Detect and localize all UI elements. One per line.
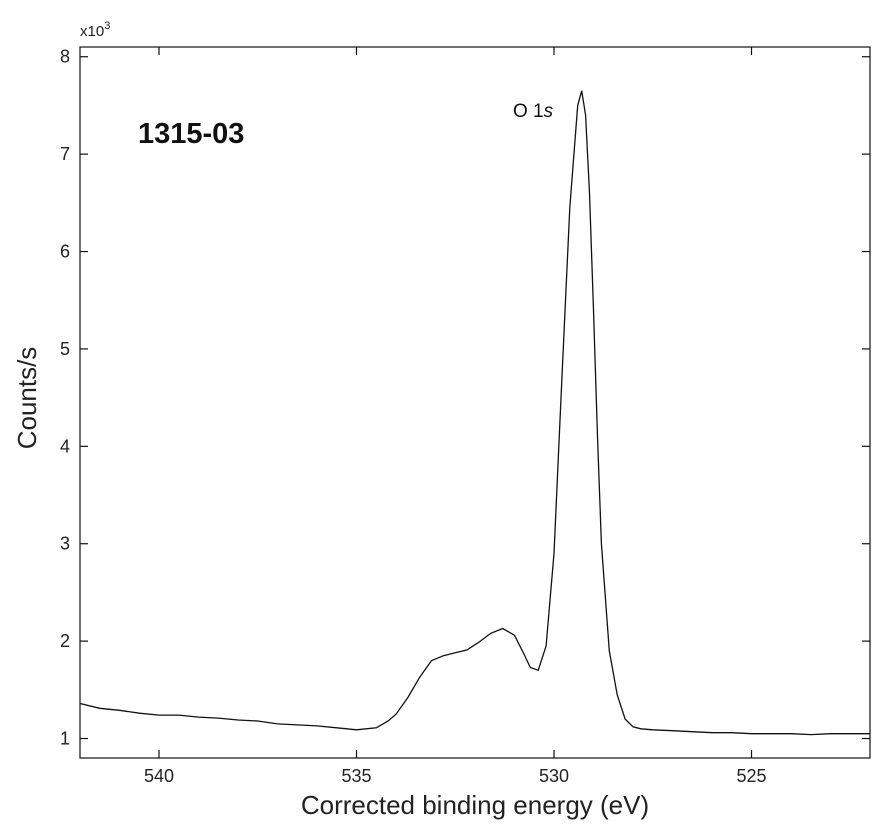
peak-label: O 1s — [513, 101, 554, 122]
sample-label: 1315-03 — [138, 118, 244, 150]
plot-frame — [79, 46, 871, 759]
y-tick-label: 4 — [60, 436, 70, 456]
y-multiplier: x103 — [80, 20, 110, 40]
y-tick-label: 1 — [60, 729, 70, 749]
y-tick-label: 5 — [60, 339, 70, 359]
y-tick-label: 3 — [60, 534, 70, 554]
y-tick-label: 8 — [60, 47, 70, 67]
spectrum-line — [79, 90, 870, 736]
y-multiplier-exponent: 3 — [104, 20, 110, 32]
x-tick-label: 525 — [736, 766, 766, 786]
x-tick-label: 530 — [539, 766, 569, 786]
peak-label-orbital: s — [544, 101, 554, 122]
x-tick-label: 540 — [144, 766, 174, 786]
x-tick-label: 535 — [341, 766, 371, 786]
x-axis-ticks: 540 535 530 525 — [144, 47, 767, 786]
y-axis-label: Counts/s — [12, 347, 42, 450]
y-tick-label: 6 — [60, 242, 70, 262]
x-axis-label: Corrected binding energy (eV) — [301, 790, 649, 820]
y-axis-ticks: 1 2 3 4 5 6 7 8 — [60, 47, 870, 749]
y-tick-label: 2 — [60, 631, 70, 651]
y-tick-label: 7 — [60, 144, 70, 164]
